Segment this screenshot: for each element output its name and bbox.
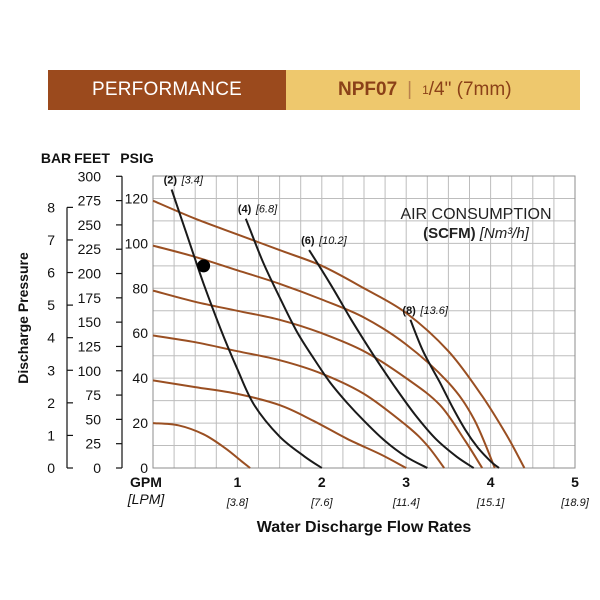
x-unit-alt-label: [LPM] xyxy=(127,491,166,507)
bar-tick-label: 4 xyxy=(47,330,55,346)
subtitle-scfm: (SCFM) xyxy=(423,225,476,242)
feet-unit-label: FEET xyxy=(74,150,110,166)
air-curve-4scfm xyxy=(244,218,428,469)
psig-tick-label: 60 xyxy=(132,325,148,341)
subtitle-nm3h: [Nm³/h] xyxy=(479,225,530,242)
pressure-curve-60psig xyxy=(152,334,445,469)
air-curve-2scfm xyxy=(170,189,323,469)
feet-tick-label: 150 xyxy=(78,314,102,330)
bar-tick-label: 5 xyxy=(47,297,55,313)
bar-tick-label: 3 xyxy=(47,362,55,378)
feet-tick-label: 175 xyxy=(78,290,102,306)
air-curve-label-metric: [6.8] xyxy=(255,204,278,216)
x-tick-label: 4 xyxy=(487,474,495,490)
separator: | xyxy=(407,79,413,100)
pressure-curve-20psig xyxy=(152,422,251,469)
feet-tick-label: 200 xyxy=(78,266,102,282)
air-curve-8scfm xyxy=(409,319,500,469)
air-curve-label-metric: [10.2] xyxy=(318,235,347,247)
pressure-curve-80psig xyxy=(152,289,484,469)
bar-tick-label: 8 xyxy=(47,199,55,215)
feet-tick-label: 50 xyxy=(85,411,101,427)
psig-tick-label: 80 xyxy=(132,280,148,296)
model-label-box: NPF07 | 1/4" (7mm) xyxy=(286,70,580,110)
bar-unit-label: BAR xyxy=(41,150,71,166)
feet-tick-label: 100 xyxy=(78,363,102,379)
bar-tick-label: 2 xyxy=(47,395,55,411)
pressure-curve-100psig xyxy=(152,244,496,469)
pressure-curves xyxy=(152,199,526,469)
air-consumption-subtitle: (SCFM) [Nm³/h] xyxy=(423,225,530,242)
feet-tick-label: 300 xyxy=(78,168,102,184)
x-tick-label-lpm: [18.9] xyxy=(560,497,589,509)
x-tick-label-lpm: [7.6] xyxy=(310,497,333,509)
x-tick-label-lpm: [15.1] xyxy=(476,497,505,509)
x-tick-label: 1 xyxy=(234,474,242,490)
bar-tick-label: 1 xyxy=(47,427,55,443)
pressure-curve-120psig xyxy=(152,199,526,469)
model-name: NPF07 xyxy=(338,79,398,100)
feet-tick-label: 225 xyxy=(78,241,102,257)
air-consumption-title: AIR CONSUMPTION xyxy=(400,206,551,223)
x-tick-label-lpm: [3.8] xyxy=(226,497,249,509)
x-unit-label: GPM xyxy=(130,474,162,490)
psig-tick-label: 120 xyxy=(125,190,149,206)
air-curve-label: (8) xyxy=(402,305,416,317)
feet-tick-label: 0 xyxy=(93,460,101,476)
air-consumption-curves: (2) [3.4] (4) [6.8] (6) [10.2] (8) [13.6] xyxy=(164,174,500,469)
header-banner: PERFORMANCE NPF07 | 1/4" (7mm) xyxy=(48,70,580,110)
feet-tick-label: 250 xyxy=(78,217,102,233)
psig-tick-label: 100 xyxy=(125,235,149,251)
axes: 0204060801001200255075100125150175200225… xyxy=(47,168,589,509)
bar-tick-label: 0 xyxy=(47,460,55,476)
air-curve-label: (4) xyxy=(238,204,252,216)
size-slash: / xyxy=(428,79,435,100)
bar-tick-label: 6 xyxy=(47,265,55,281)
bar-tick-label: 7 xyxy=(47,232,55,248)
feet-tick-label: 275 xyxy=(78,193,102,209)
psig-tick-label: 40 xyxy=(132,370,148,386)
size-numerator: 1 xyxy=(422,83,429,97)
psig-tick-label: 0 xyxy=(140,460,148,476)
air-curve-label: (2) xyxy=(164,174,178,186)
pressure-curve-40psig xyxy=(152,379,407,469)
feet-tick-label: 75 xyxy=(85,387,101,403)
y-axis-title: Discharge Pressure xyxy=(15,252,31,384)
x-tick-label: 5 xyxy=(571,474,579,490)
air-curve-label-metric: [3.4] xyxy=(181,174,204,186)
operating-point-dot xyxy=(197,259,211,273)
x-tick-label: 2 xyxy=(318,474,326,490)
section-label: PERFORMANCE xyxy=(48,70,286,110)
size-denominator: 4" xyxy=(434,79,452,100)
x-tick-label-lpm: [11.4] xyxy=(392,497,421,509)
psig-unit-label: PSIG xyxy=(120,150,154,166)
psig-tick-label: 20 xyxy=(132,415,148,431)
air-curve-6scfm xyxy=(308,249,475,469)
air-curve-label-metric: [13.6] xyxy=(419,305,448,317)
x-tick-label: 3 xyxy=(402,474,410,490)
feet-tick-label: 25 xyxy=(85,436,101,452)
feet-tick-label: 125 xyxy=(78,338,102,354)
plot-frame xyxy=(152,175,576,469)
size-metric: (7mm) xyxy=(456,79,512,100)
air-curve-label: (6) xyxy=(301,235,315,247)
x-axis-title: Water Discharge Flow Rates xyxy=(257,519,472,536)
